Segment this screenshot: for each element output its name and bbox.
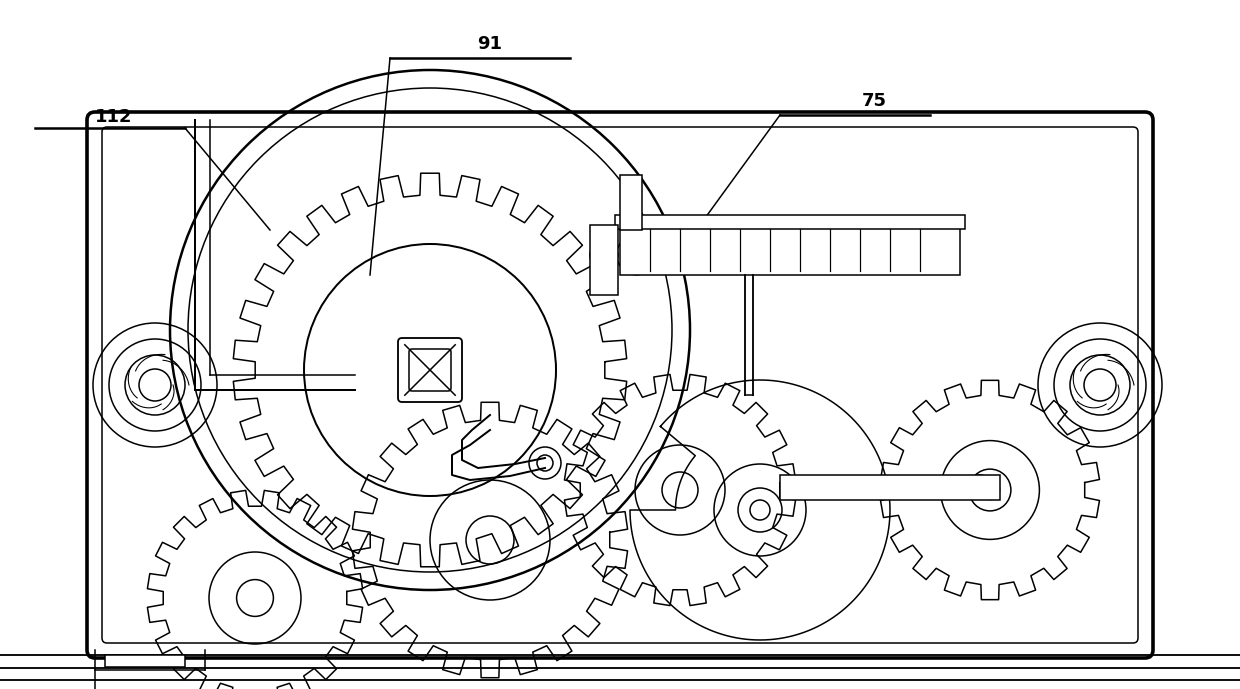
Bar [780,475,999,500]
Text: 91: 91 [477,35,502,53]
Bar [105,655,185,667]
Text: 112: 112 [95,108,133,126]
FancyBboxPatch shape [409,349,451,391]
Text: 75: 75 [862,92,887,110]
Bar [620,175,642,230]
Bar [590,225,618,295]
Bar [615,215,965,229]
FancyBboxPatch shape [87,112,1153,658]
FancyBboxPatch shape [398,338,463,402]
Bar [620,225,960,275]
